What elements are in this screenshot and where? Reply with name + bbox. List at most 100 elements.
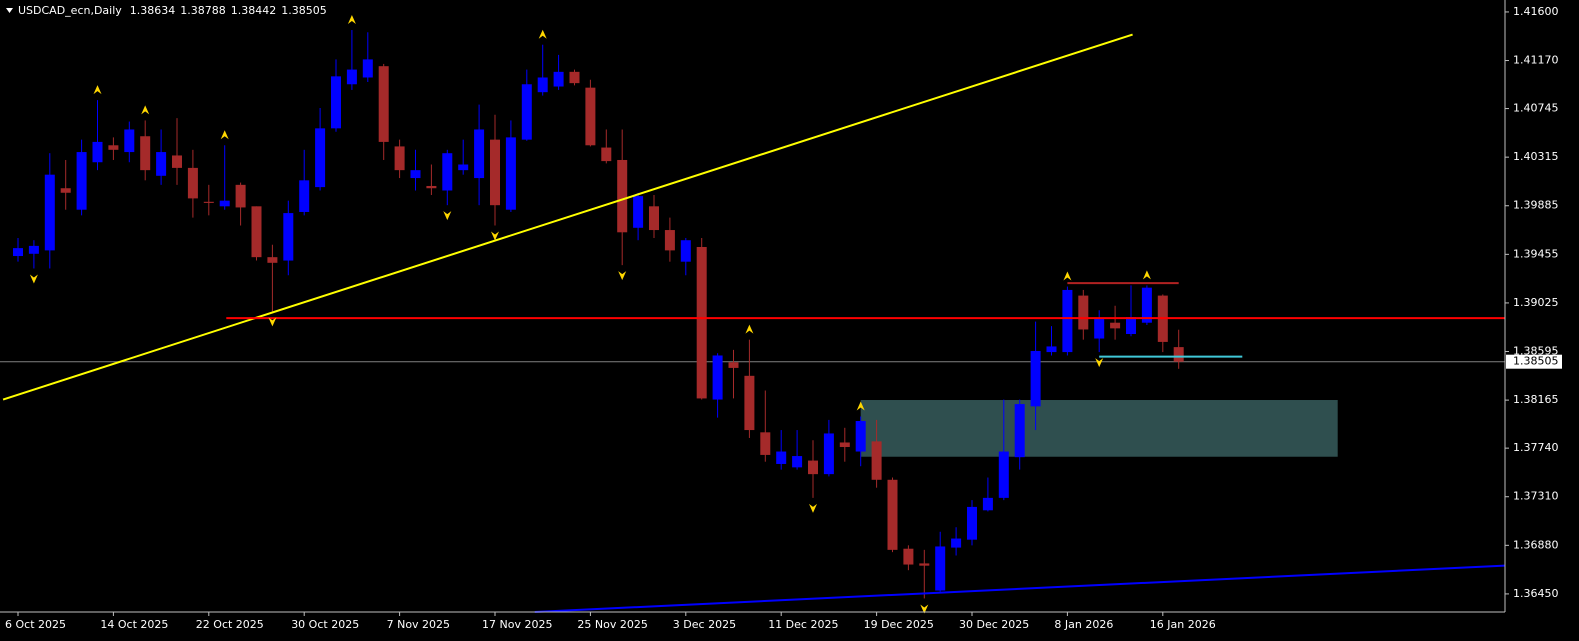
candle-body xyxy=(13,248,23,257)
candle-body xyxy=(696,246,707,399)
fractal-down xyxy=(618,271,627,281)
candle-body xyxy=(1014,404,1025,458)
candle-body xyxy=(28,245,39,254)
candle-body xyxy=(951,538,962,548)
fractal-up xyxy=(1063,271,1072,281)
candle-body xyxy=(553,71,564,87)
candle-body xyxy=(808,460,818,475)
drawn-line xyxy=(2,33,1133,401)
candle-body xyxy=(108,145,119,150)
candle-body xyxy=(92,141,103,163)
chart-header: USDCAD_ecn,Daily 1.38634 1.38788 1.38442 1.3… xyxy=(18,4,327,17)
candle-body xyxy=(887,479,898,550)
y-tick-label: 1.38165 xyxy=(1513,393,1559,406)
candle-body xyxy=(410,170,421,179)
candle-body xyxy=(1126,317,1136,335)
candle-body xyxy=(521,84,532,140)
y-tick-label: 1.36880 xyxy=(1513,538,1559,551)
candle-body xyxy=(315,128,326,188)
candle-body xyxy=(569,71,580,84)
candle-body xyxy=(633,196,644,228)
y-tick-label: 1.37740 xyxy=(1513,441,1559,454)
candle-body xyxy=(998,451,1009,498)
candle-body xyxy=(1141,287,1152,323)
candle-body xyxy=(871,441,882,480)
fractal-up xyxy=(1142,270,1151,280)
zone xyxy=(860,400,1338,457)
fractal-up xyxy=(93,85,102,95)
x-tick-label: 19 Dec 2025 xyxy=(864,618,934,631)
candle-body xyxy=(299,180,310,212)
fractal-down xyxy=(920,604,929,614)
candle-body xyxy=(1094,318,1105,339)
candle-body xyxy=(1110,322,1121,329)
x-tick-label: 25 Nov 2025 xyxy=(577,618,647,631)
candle-body xyxy=(712,355,723,400)
candle-body xyxy=(219,200,230,207)
candle-body xyxy=(442,153,453,191)
candle-body xyxy=(458,164,469,171)
x-tick-label: 17 Nov 2025 xyxy=(482,618,552,631)
candle-body xyxy=(617,159,628,233)
x-tick-label: 16 Jan 2026 xyxy=(1150,618,1216,631)
y-tick-label: 1.41600 xyxy=(1513,5,1559,18)
candle-body xyxy=(505,137,516,210)
x-tick-label: 3 Dec 2025 xyxy=(673,618,736,631)
candle-body xyxy=(855,421,866,452)
price-tag xyxy=(1506,354,1562,369)
candle-body xyxy=(1030,350,1041,407)
chart-title: USDCAD_ecn,Daily xyxy=(18,4,122,17)
candle-body xyxy=(426,185,437,189)
fractal-down xyxy=(809,503,817,513)
header-low: 1.38442 xyxy=(231,4,277,17)
candle-body xyxy=(394,146,405,171)
header-open: 1.38634 xyxy=(130,4,176,17)
candle-body xyxy=(823,433,834,475)
x-tick-label: 22 Oct 2025 xyxy=(196,618,264,631)
fractal-down xyxy=(29,274,38,284)
candle-body xyxy=(235,184,246,208)
candle-body xyxy=(1173,347,1184,362)
candle-body xyxy=(474,129,485,179)
candle-body xyxy=(601,147,612,162)
x-tick-label: 11 Dec 2025 xyxy=(768,618,838,631)
candle-body xyxy=(156,152,167,176)
y-tick-label: 1.37310 xyxy=(1513,490,1559,503)
x-tick-label: 8 Jan 2026 xyxy=(1054,618,1113,631)
candle-body xyxy=(346,69,357,85)
fractal-down xyxy=(1095,358,1104,368)
x-tick-label: 6 Oct 2025 xyxy=(5,618,66,631)
candle-body xyxy=(331,76,341,129)
y-tick-label: 1.36450 xyxy=(1513,587,1559,600)
header-close: 1.38505 xyxy=(281,4,327,17)
x-tick-label: 14 Oct 2025 xyxy=(100,618,168,631)
x-tick-label: 30 Oct 2025 xyxy=(291,618,359,631)
y-tick-label: 1.39455 xyxy=(1513,247,1559,260)
fractal-up xyxy=(347,15,356,25)
price-tag-label: 1.38505 xyxy=(1513,355,1559,368)
y-tick-label: 1.39025 xyxy=(1513,296,1559,309)
candle-body xyxy=(60,188,71,193)
menu-triangle[interactable] xyxy=(6,8,13,13)
y-tick-label: 1.39885 xyxy=(1513,199,1559,212)
header-high: 1.38788 xyxy=(180,4,226,17)
fractal-up xyxy=(220,130,229,140)
y-tick-label: 1.40745 xyxy=(1513,102,1559,115)
plot-area xyxy=(0,15,1505,614)
candle-body xyxy=(903,548,914,565)
candle-body xyxy=(378,66,389,142)
candle-body xyxy=(649,206,659,231)
candle-body xyxy=(664,230,675,251)
candle-body xyxy=(680,240,691,262)
candle-body xyxy=(251,206,262,258)
candle-body xyxy=(172,155,182,168)
candle-body xyxy=(982,497,993,511)
candle-body xyxy=(203,201,214,203)
fractal-down xyxy=(268,317,277,327)
fractal-down xyxy=(491,231,499,241)
y-tick-label: 1.41170 xyxy=(1513,54,1559,67)
fractal-up xyxy=(141,105,150,115)
candle-body xyxy=(187,167,198,199)
